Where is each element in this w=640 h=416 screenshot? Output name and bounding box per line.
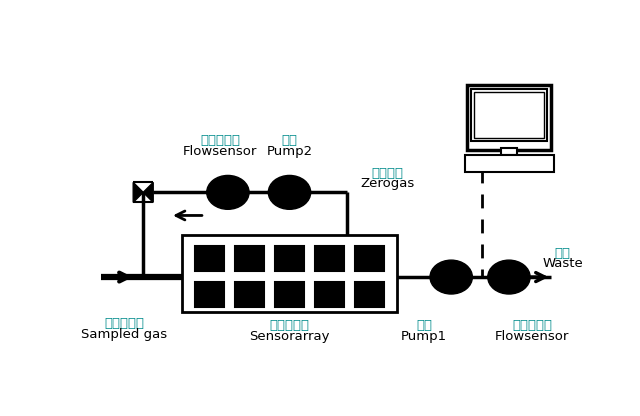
Bar (195, 282, 224, 307)
Ellipse shape (268, 176, 310, 209)
Text: 待测样气体: 待测样气体 (104, 317, 144, 330)
Ellipse shape (430, 260, 472, 294)
Bar (355, 282, 384, 307)
Text: 流量传感器: 流量传感器 (512, 319, 552, 332)
Bar (465, 155, 554, 171)
Bar (195, 245, 224, 271)
Polygon shape (143, 182, 153, 202)
Text: 废气: 废气 (555, 248, 571, 260)
Bar (182, 235, 397, 312)
Bar (235, 282, 264, 307)
Bar (275, 282, 304, 307)
Bar (315, 245, 344, 271)
Polygon shape (133, 182, 143, 202)
Text: Waste: Waste (543, 258, 583, 270)
Text: 传感器阵列: 传感器阵列 (269, 319, 310, 332)
Text: 零级气体: 零级气体 (371, 167, 403, 180)
Bar (235, 245, 264, 271)
Text: Pump2: Pump2 (266, 145, 312, 158)
Text: Pump1: Pump1 (401, 330, 447, 343)
Text: Zerogas: Zerogas (360, 177, 415, 190)
Text: 进气: 进气 (282, 134, 298, 147)
Text: Sensorarray: Sensorarray (249, 330, 330, 343)
Text: Sampled gas: Sampled gas (81, 327, 167, 341)
Bar (501, 149, 516, 155)
Bar (355, 245, 384, 271)
Text: 进气: 进气 (416, 319, 432, 332)
Text: Flowsensor: Flowsensor (183, 145, 257, 158)
Ellipse shape (488, 260, 530, 294)
Bar (471, 89, 547, 141)
Ellipse shape (207, 176, 249, 209)
Bar (315, 282, 344, 307)
Text: 流量传感器: 流量传感器 (200, 134, 240, 147)
Bar (275, 245, 304, 271)
Text: Flowsensor: Flowsensor (495, 330, 569, 343)
Bar (467, 84, 551, 150)
Bar (474, 92, 543, 138)
